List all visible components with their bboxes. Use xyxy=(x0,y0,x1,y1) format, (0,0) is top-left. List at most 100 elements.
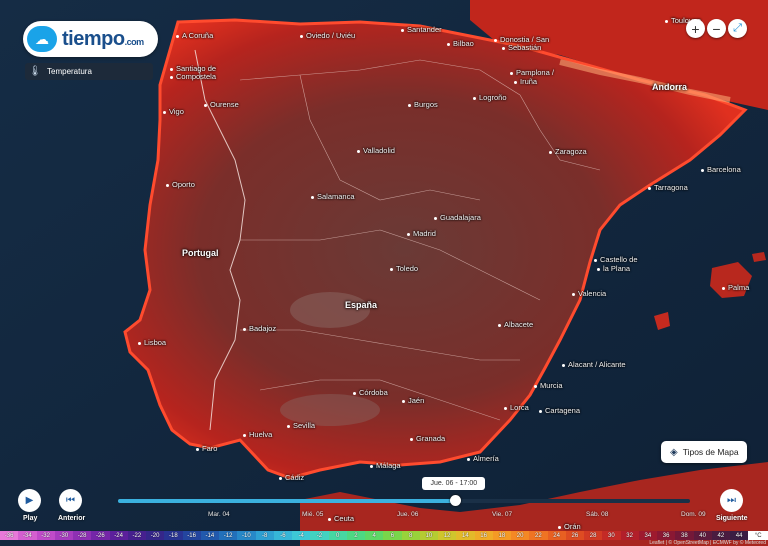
city-label[interactable]: Toledo xyxy=(390,264,418,273)
timeline-day-label[interactable]: Vie. 07 xyxy=(492,511,513,518)
legend-step: 14 xyxy=(456,531,475,540)
pyrenees-ridge xyxy=(559,59,731,103)
city-name: Granada xyxy=(416,434,446,443)
city-label[interactable]: Santiago de xyxy=(170,64,216,73)
city-label[interactable]: Bilbao xyxy=(447,39,474,48)
next-button[interactable]: ⏭ xyxy=(720,489,743,512)
city-label[interactable]: Sevilla xyxy=(287,421,315,430)
timeline-day-label[interactable]: Mar. 04 xyxy=(208,511,230,518)
plateau-shading xyxy=(290,292,370,328)
city-name: Alacant / Alicante xyxy=(568,360,626,369)
city-label[interactable]: Murcia xyxy=(534,381,563,390)
legend-step: 30 xyxy=(602,531,621,540)
city-label[interactable]: Pamplona / xyxy=(510,68,554,77)
city-dot-icon xyxy=(279,476,282,480)
previous-button[interactable]: ⏮ xyxy=(59,489,82,512)
city-label[interactable]: Donostia / San xyxy=(494,35,549,44)
city-dot-icon xyxy=(408,103,411,107)
city-label[interactable]: Santander xyxy=(401,25,442,34)
timeline-handle[interactable] xyxy=(450,495,462,506)
city-name: Ourense xyxy=(210,100,239,109)
city-label[interactable]: Castello de xyxy=(594,255,638,264)
city-label[interactable]: Ceuta xyxy=(328,514,354,523)
city-label[interactable]: Barcelona xyxy=(701,165,741,174)
timeline-track[interactable] xyxy=(118,499,690,503)
city-name: Oporto xyxy=(172,180,195,189)
legend-step: -30 xyxy=(54,531,73,540)
city-label[interactable]: Compostela xyxy=(170,72,216,81)
city-label[interactable]: Iruña xyxy=(514,77,537,86)
city-dot-icon xyxy=(170,75,173,79)
legend-step: -26 xyxy=(91,531,110,540)
city-label[interactable]: Valladolid xyxy=(357,146,395,155)
city-label[interactable]: Albacete xyxy=(498,320,533,329)
city-dot-icon xyxy=(402,399,405,403)
city-label[interactable]: Granada xyxy=(410,434,445,443)
city-name: Iruña xyxy=(520,77,538,86)
city-label[interactable]: Alacant / Alicante xyxy=(562,360,626,369)
city-label[interactable]: Huelva xyxy=(243,430,272,439)
city-dot-icon xyxy=(166,183,169,187)
city-label[interactable]: Valencia xyxy=(572,289,606,298)
legend-step: 2 xyxy=(346,531,365,540)
city-label[interactable]: Lorca xyxy=(504,403,529,412)
city-name: Murcia xyxy=(540,381,563,390)
city-label[interactable]: Toulouse xyxy=(665,16,701,25)
city-dot-icon xyxy=(401,28,404,32)
city-label[interactable]: Zaragoza xyxy=(549,147,587,156)
city-label[interactable]: Palma xyxy=(722,283,749,292)
city-dot-icon xyxy=(138,341,141,345)
city-label[interactable]: Guadalajara xyxy=(434,213,481,222)
legend-step: 28 xyxy=(584,531,603,540)
city-label[interactable]: Salamanca xyxy=(311,192,355,201)
city-label[interactable]: Oviedo / Uviéu xyxy=(300,31,355,40)
city-dot-icon xyxy=(502,46,505,50)
map-attribution[interactable]: Leaflet | © OpenStreetMap | ECMWF by © M… xyxy=(649,540,766,546)
city-label[interactable]: Madrid xyxy=(407,229,436,238)
city-label[interactable]: Burgos xyxy=(408,100,438,109)
city-name: Cádiz xyxy=(285,473,305,482)
city-label[interactable]: Cartagena xyxy=(539,406,580,415)
play-icon: ▶ xyxy=(25,495,34,506)
city-label[interactable]: Faro xyxy=(196,444,217,453)
city-dot-icon xyxy=(534,384,537,388)
city-name: Pamplona / xyxy=(516,68,554,77)
map-types-button[interactable]: ◈ Tipos de Mapa xyxy=(661,441,747,463)
city-label[interactable]: Tarragona xyxy=(648,183,688,192)
timeline-day-label[interactable]: Sáb. 08 xyxy=(586,511,609,518)
timeline-day-label[interactable]: Dom. 09 xyxy=(681,511,706,518)
zoom-out-button[interactable]: − xyxy=(707,19,726,38)
city-label[interactable]: A Coruña xyxy=(176,31,213,40)
city-label[interactable]: Córdoba xyxy=(353,388,388,397)
city-label[interactable]: Jaén xyxy=(402,396,424,405)
city-label[interactable]: Logroño xyxy=(473,93,507,102)
city-label[interactable]: Orán xyxy=(558,522,581,531)
city-dot-icon xyxy=(514,80,517,84)
city-label[interactable]: Cádiz xyxy=(279,473,304,482)
city-label[interactable]: Lisboa xyxy=(138,338,166,347)
timeline-day-label[interactable]: Mié. 05 xyxy=(302,511,324,518)
city-label[interactable]: Oporto xyxy=(166,180,195,189)
city-label[interactable]: Ourense xyxy=(204,100,239,109)
legend-step: 40 xyxy=(693,531,712,540)
city-label[interactable]: Málaga xyxy=(370,461,401,470)
city-label[interactable]: Vigo xyxy=(163,107,184,116)
tiempo-logo[interactable]: ☁ tiempo.com xyxy=(23,21,158,57)
city-label[interactable]: Badajoz xyxy=(243,324,276,333)
zoom-in-button[interactable]: + xyxy=(686,19,705,38)
city-name: Lisboa xyxy=(144,338,167,347)
city-label[interactable]: la Plana xyxy=(597,264,630,273)
mallorca-land xyxy=(710,262,752,298)
play-button[interactable]: ▶ xyxy=(18,489,41,512)
city-label[interactable]: Almería xyxy=(467,454,499,463)
legend-step: 26 xyxy=(565,531,584,540)
city-label[interactable]: Sebastián xyxy=(502,43,541,52)
legend-step: -6 xyxy=(273,531,292,540)
layer-selector[interactable]: 🌡 Temperatura xyxy=(25,63,153,80)
city-name: Madrid xyxy=(413,229,436,238)
fullscreen-button[interactable]: ⤢ xyxy=(728,19,747,38)
city-name: Santiago de xyxy=(176,64,217,73)
legend-unit: °C xyxy=(748,531,768,540)
timeline-day-label[interactable]: Jue. 06 xyxy=(397,511,419,518)
